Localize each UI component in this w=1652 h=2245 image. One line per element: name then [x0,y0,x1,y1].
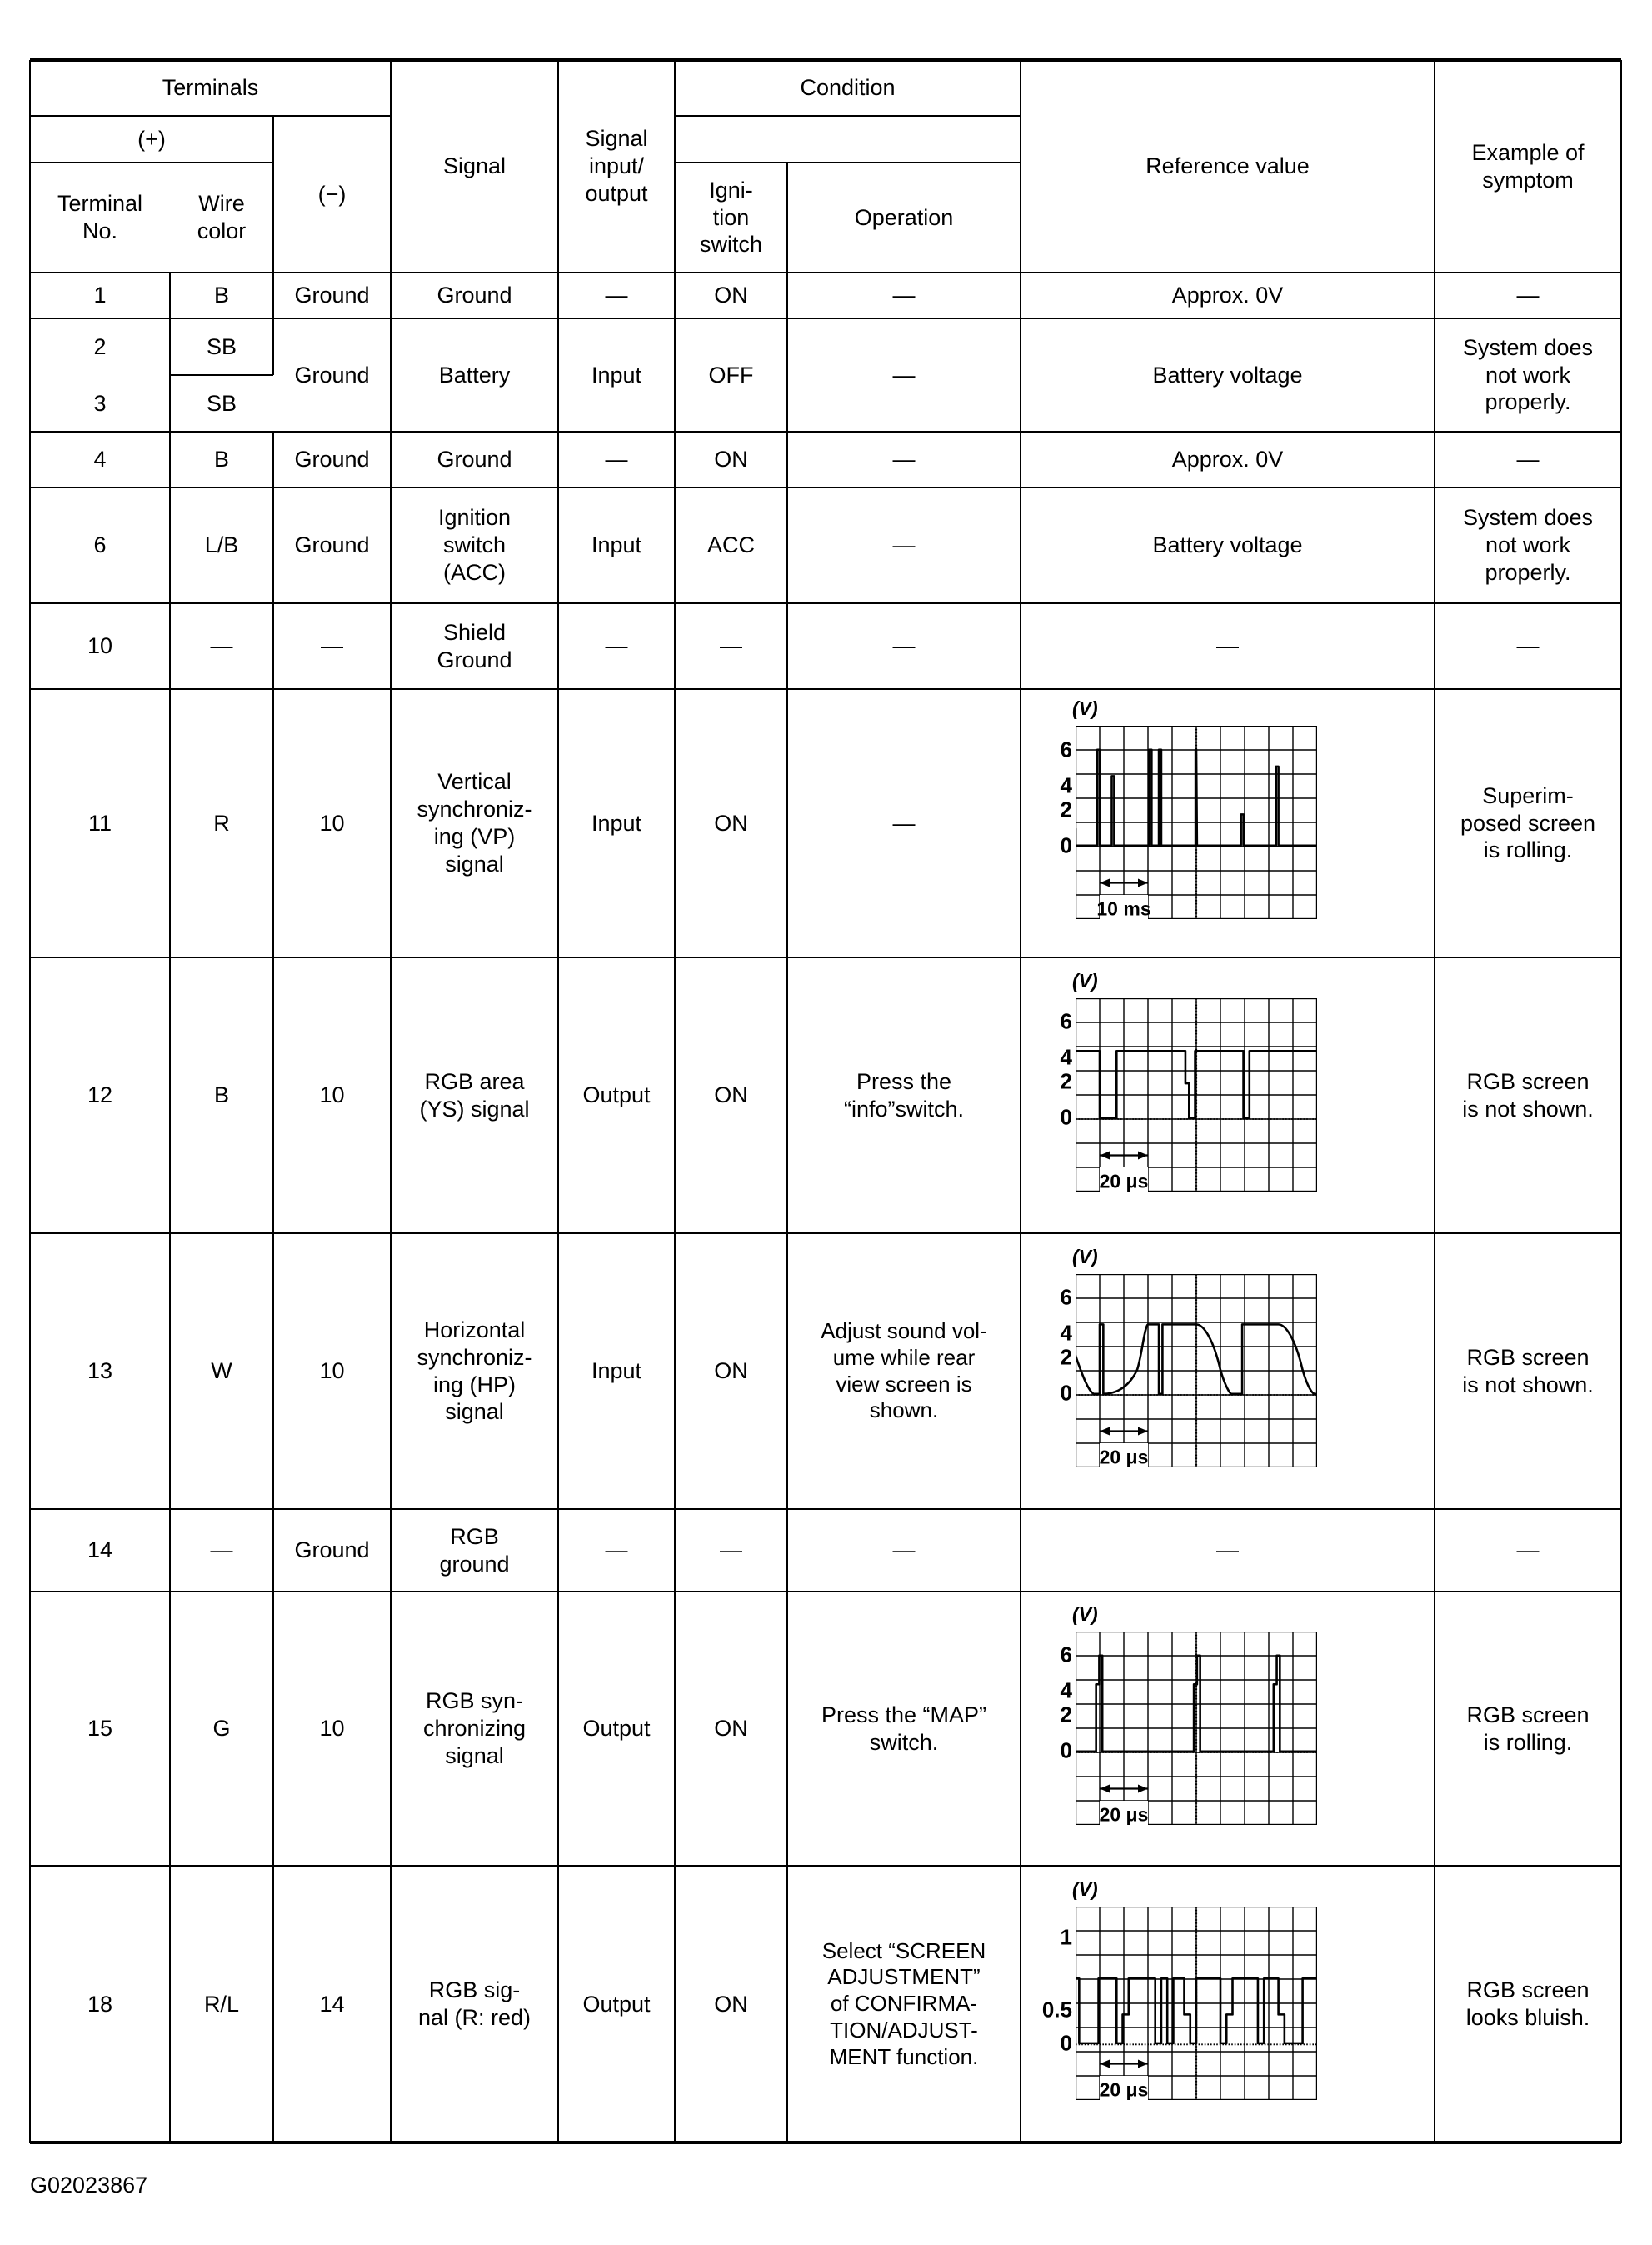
svg-text:20 μs: 20 μs [1100,1803,1149,1824]
svg-text:20 μs: 20 μs [1100,1170,1149,1191]
svg-text:20 μs: 20 μs [1100,2079,1149,2100]
svg-text:20 μs: 20 μs [1100,1446,1149,1467]
svg-text:10 ms: 10 ms [1096,898,1150,919]
